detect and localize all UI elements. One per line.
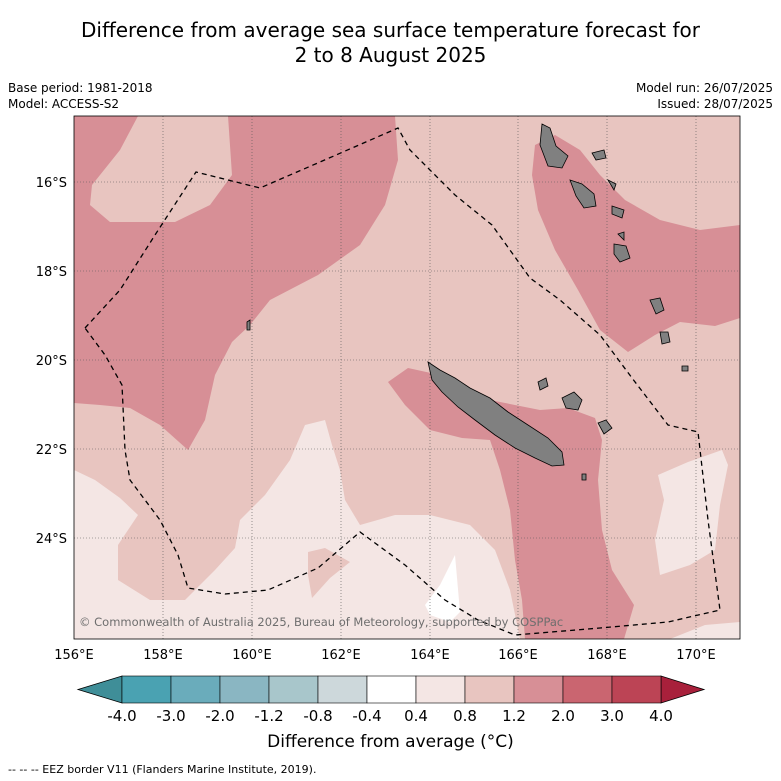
anomaly-band-1-2-2-0-west [74,116,398,450]
title-line-2: 2 to 8 August 2025 [294,43,487,67]
new-caledonia-island [427,361,565,467]
colorbar-tick-label: 0.8 [453,707,477,725]
colorbar-tick-label: 0.4 [404,707,428,725]
colorbar: -4.0 -3.0 -2.0 -1.2 -0.8 -0.4 0.4 0.8 1.2 2.0 3.0 4… [76,675,706,725]
small-island-hunter [681,365,689,372]
loyalty-island-2 [597,419,613,435]
anomaly-band-1-2-2-0-south [388,368,634,639]
colorbar-tick-label: 2.0 [551,707,575,725]
small-island-walpole [581,473,587,481]
vanuatu-erromango [617,231,625,241]
copyright-note: © Commonwealth of Australia 2025, Bureau… [79,615,563,629]
colorbar-tick-label: -3.0 [156,707,185,725]
vanuatu-efate [613,243,631,263]
issued-date: Issued: 28/07/2025 [657,97,773,111]
lat-label-18s: 18°S [36,265,67,280]
anomaly-band-pocket [308,548,350,598]
vanuatu-pentecost [591,149,607,161]
lon-label-164e: 164°E [410,648,450,663]
anomaly-band-0-4-0-8-se [670,622,740,639]
colorbar-swatch [611,675,662,704]
gridlines [74,116,740,639]
colorbar-tick-label: 1.2 [502,707,526,725]
colorbar-swatch [513,675,564,704]
lon-label-170e: 170°E [676,648,716,663]
colorbar-tick-label: 4.0 [649,707,673,725]
lat-label-22s: 22°S [36,443,67,458]
meta-left: Base period: 1981-2018 Model: ACCESS-S2 [8,80,153,112]
lon-label-168e: 168°E [587,648,627,663]
colorbar-swatch [219,675,270,704]
lat-label-16s: 16°S [36,176,67,191]
lon-label-160e: 160°E [232,648,272,663]
lon-label-156e: 156°E [54,648,94,663]
loyalty-island-3 [537,377,549,391]
model-run: Model run: 26/07/2025 [635,81,773,95]
anomaly-band-neutral [425,555,460,622]
vanuatu-tanna [649,297,665,315]
colorbar-swatch [170,675,221,704]
map-frame [73,115,741,640]
colorbar-swatch [366,675,417,704]
meta-right: Model run: 26/07/2025 Issued: 28/07/2025 [636,80,773,112]
model-name: Model: ACCESS-S2 [8,97,120,111]
anomaly-band-0-4-0-8-east [655,450,728,575]
vanuatu-malakula [569,179,597,209]
vanuatu-espiritu-santo [539,123,569,169]
lon-label-162e: 162°E [321,648,361,663]
colorbar-label: Difference from average (°C) [267,732,514,752]
vanuatu-epi [611,205,625,219]
colorbar-swatch [317,675,368,704]
colorbar-swatch [415,675,466,704]
small-island-west [246,319,251,331]
colorbar-tick-label: 3.0 [600,707,624,725]
lon-label-158e: 158°E [143,648,183,663]
loyalty-island-1 [561,391,583,411]
colorbar-tick-label: -0.4 [352,707,381,725]
eez-legend-note: -- -- -- EEZ border V11 (Flanders Marine… [8,763,317,776]
vanuatu-ambae [606,179,617,191]
colorbar-swatch [562,675,613,704]
map-title: Difference from average sea surface temp… [0,18,781,68]
lat-label-24s: 24°S [36,532,67,547]
colorbar-tick-label: -4.0 [107,707,136,725]
colorbar-swatch [121,675,172,704]
anomaly-field [74,116,740,639]
lat-label-20s: 20°S [36,354,67,369]
colorbar-over-arrow [660,675,706,704]
colorbar-tick-label: -1.2 [254,707,283,725]
lon-label-166e: 166°E [498,648,538,663]
colorbar-tick-label: -2.0 [205,707,234,725]
anomaly-band-0-4-0-8-south [74,420,520,639]
vanuatu-aneityum [659,331,671,345]
colorbar-under-arrow [76,675,123,704]
land [246,123,689,481]
colorbar-swatch [268,675,319,704]
colorbar-swatch [464,675,515,704]
colorbar-tick-label: -0.8 [303,707,332,725]
base-period: Base period: 1981-2018 [8,81,153,95]
eez-border [84,127,721,636]
title-line-1: Difference from average sea surface temp… [80,18,700,42]
